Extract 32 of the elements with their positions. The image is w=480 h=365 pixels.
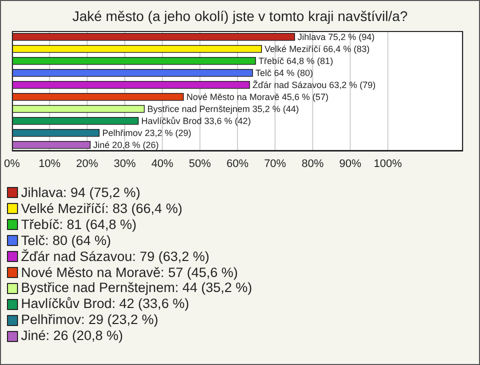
legend-label: Telč: 80 (64 %) bbox=[21, 232, 112, 249]
legend-label: Pelhřimov: 29 (23,2 %) bbox=[21, 312, 158, 328]
data-label: Nové Město na Moravě 45,6 % (57) bbox=[186, 92, 328, 102]
legend-label: Bystřice nad Pernštejnem: 44 (35,2 %) bbox=[21, 280, 252, 296]
data-label: Třebíč 64,8 % (81) bbox=[258, 56, 334, 66]
legend-label: Jihlava: 94 (75,2 %) bbox=[21, 185, 140, 201]
x-tick-label: 90% bbox=[339, 158, 362, 170]
x-tick-label: 10% bbox=[38, 158, 61, 170]
x-tick-label: 0% bbox=[4, 158, 20, 170]
chart-title: Jaké město (a jeho okolí) jste v tomto kraji navštívil/a? bbox=[71, 8, 409, 24]
data-label: Bystřice nad Pernštejnem 35,2 % (44) bbox=[147, 104, 299, 114]
legend-label: Havlíčkův Brod: 42 (33,6 %) bbox=[21, 296, 190, 312]
legend-label: Žďár nad Sázavou: 79 (63,2 %) bbox=[21, 248, 210, 265]
x-tick-label: 60% bbox=[226, 158, 249, 170]
data-label: Žďár nad Sázavou 63,2 % (79) bbox=[252, 80, 376, 90]
x-tick-label: 40% bbox=[151, 158, 174, 170]
data-label: Jihlava 75,2 % (94) bbox=[298, 32, 375, 42]
x-tick-label: 100% bbox=[374, 158, 402, 170]
x-tick-label: 50% bbox=[188, 158, 212, 170]
x-tick-label: 20% bbox=[76, 158, 98, 170]
legend-label: Nové Město na Moravě: 57 (45,6 %) bbox=[21, 264, 238, 280]
data-label: Pelhřimov 23,2 % (29) bbox=[102, 128, 192, 138]
x-tick-label: 80% bbox=[302, 158, 324, 170]
data-label: Velké Meziříčí 66,4 % (83) bbox=[264, 44, 370, 54]
data-label: Havlíčkův Brod 33,6 % (42) bbox=[141, 116, 251, 126]
legend-label: Třebíč: 81 (64,8 %) bbox=[21, 216, 137, 233]
x-tick-label: 30% bbox=[114, 158, 136, 170]
legend-label: Jiné: 26 (20,8 %) bbox=[21, 328, 124, 344]
data-label: Jiné 20,8 % (26) bbox=[93, 140, 159, 150]
legend-label: Velké Meziříčí: 83 (66,4 %) bbox=[21, 200, 182, 217]
data-label: Telč 64 % (80) bbox=[256, 68, 314, 78]
x-tick-label: 70% bbox=[264, 158, 286, 170]
